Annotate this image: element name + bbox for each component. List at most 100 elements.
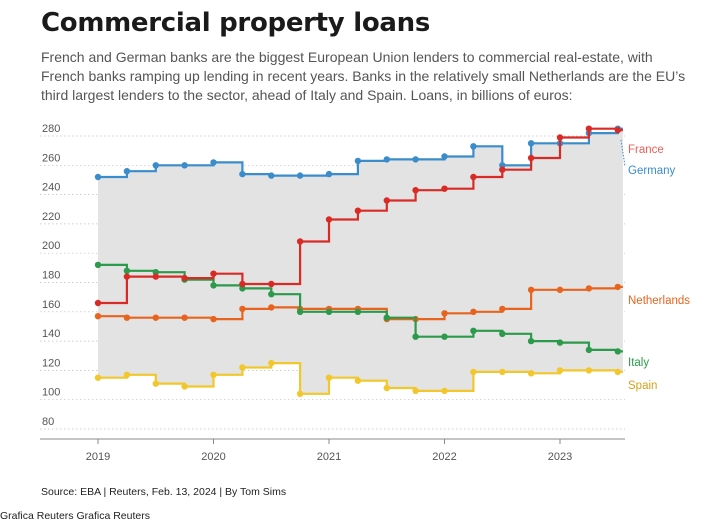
y-tick-label-80: 80: [42, 416, 54, 428]
shaded-range: [98, 128, 623, 394]
data-point-netherlands: [470, 308, 477, 315]
data-point-france: [181, 274, 188, 282]
data-point-netherlands: [152, 314, 159, 321]
x-tick-label-2022: 2022: [432, 451, 456, 463]
data-point-spain: [383, 384, 390, 392]
series-label-italy: Italy: [628, 357, 649, 369]
data-point-italy: [239, 285, 246, 292]
data-point-italy: [499, 330, 506, 337]
series-label-netherlands: Netherlands: [628, 295, 690, 307]
data-point-italy: [470, 327, 477, 334]
data-point-spain: [556, 367, 564, 374]
data-point-germany: [181, 162, 188, 169]
data-point-france: [325, 216, 333, 223]
data-point-netherlands: [268, 304, 275, 311]
series-label-france: France: [628, 144, 664, 156]
data-point-france: [383, 197, 390, 204]
data-point-germany: [239, 170, 246, 178]
series-labels: France Germany Netherlands Italy Spain: [620, 139, 690, 392]
data-point-netherlands: [499, 305, 506, 313]
data-point-france: [585, 125, 593, 132]
data-point-germany: [268, 172, 275, 179]
data-point-netherlands: [181, 314, 188, 321]
series-germany: [94, 125, 623, 181]
chart-subtitle: French and German banks are the biggest …: [41, 49, 686, 103]
germany-leader-line: [620, 139, 626, 167]
data-point-netherlands: [614, 283, 621, 291]
data-point-netherlands: [210, 315, 217, 323]
data-point-netherlands: [441, 310, 448, 317]
series-france: [94, 125, 623, 307]
y-tick-label-120: 120: [42, 357, 60, 369]
data-point-france: [268, 280, 275, 288]
data-point-spain: [527, 370, 535, 377]
y-tick-label-280: 280: [42, 123, 60, 135]
data-point-spain: [123, 371, 131, 378]
data-point-netherlands: [123, 314, 131, 321]
data-point-spain: [268, 359, 275, 367]
data-point-italy: [614, 348, 621, 355]
data-point-italy: [123, 267, 131, 274]
data-point-france: [239, 280, 246, 288]
data-point-germany: [296, 172, 304, 179]
y-tick-label-180: 180: [42, 270, 60, 282]
data-point-spain: [412, 387, 419, 395]
data-point-italy: [383, 314, 390, 321]
chart-title: Commercial property loans: [41, 8, 431, 38]
x-tick-label-2023: 2023: [548, 451, 572, 463]
y-tick-label-100: 100: [42, 387, 60, 399]
data-point-spain: [325, 374, 333, 381]
data-point-germany: [412, 156, 419, 163]
x-tick-label-2019: 2019: [86, 451, 110, 463]
data-point-netherlands: [94, 313, 102, 320]
data-point-spain: [585, 367, 593, 374]
series-label-germany: Germany: [628, 165, 676, 177]
data-point-netherlands: [556, 286, 564, 293]
data-point-france: [412, 187, 419, 194]
data-point-france: [210, 270, 217, 277]
series-label-spain: Spain: [628, 380, 657, 392]
series-line-germany: [98, 127, 623, 179]
data-point-france: [296, 238, 304, 245]
y-tick-label-200: 200: [42, 240, 60, 252]
data-point-italy: [585, 346, 593, 354]
data-point-italy: [210, 282, 217, 289]
data-point-italy: [556, 339, 564, 346]
data-point-france: [470, 173, 477, 181]
series-spain: [94, 359, 623, 397]
data-point-italy: [325, 308, 333, 315]
data-point-spain: [499, 368, 506, 376]
data-point-germany: [325, 170, 333, 178]
y-tick-label-240: 240: [42, 182, 60, 194]
data-point-germany: [94, 173, 102, 181]
credit-note: Grafica Reuters Grafica Reuters: [0, 510, 150, 522]
y-tick-label-220: 220: [42, 211, 60, 223]
data-point-italy: [527, 337, 535, 345]
data-point-germany: [210, 159, 217, 166]
y-tick-label-140: 140: [42, 328, 60, 340]
data-point-italy: [441, 333, 448, 340]
x-tick-label-2021: 2021: [317, 451, 341, 463]
data-point-germany: [123, 168, 131, 175]
x-axis: 2019 2020 2021 2022 2023: [40, 438, 625, 463]
data-point-netherlands: [527, 286, 535, 293]
data-point-italy: [152, 269, 159, 276]
data-point-germany: [383, 156, 390, 163]
data-point-italy: [412, 333, 419, 340]
series-lines: [94, 125, 623, 397]
data-point-netherlands: [239, 305, 246, 313]
data-point-spain: [181, 383, 188, 390]
y-tick-label-260: 260: [42, 152, 60, 164]
data-point-france: [556, 134, 564, 141]
shaded-band: [98, 128, 623, 394]
data-point-spain: [239, 364, 246, 371]
data-point-france: [614, 126, 621, 134]
data-point-spain: [210, 371, 217, 378]
x-tick-label-2020: 2020: [201, 451, 225, 463]
data-point-france: [499, 166, 506, 173]
data-point-spain: [94, 374, 102, 381]
source-note: Source: EBA | Reuters, Feb. 13, 2024 | B…: [41, 486, 287, 498]
data-point-spain: [470, 368, 477, 376]
data-point-germany: [527, 140, 535, 147]
data-point-spain: [296, 390, 304, 397]
